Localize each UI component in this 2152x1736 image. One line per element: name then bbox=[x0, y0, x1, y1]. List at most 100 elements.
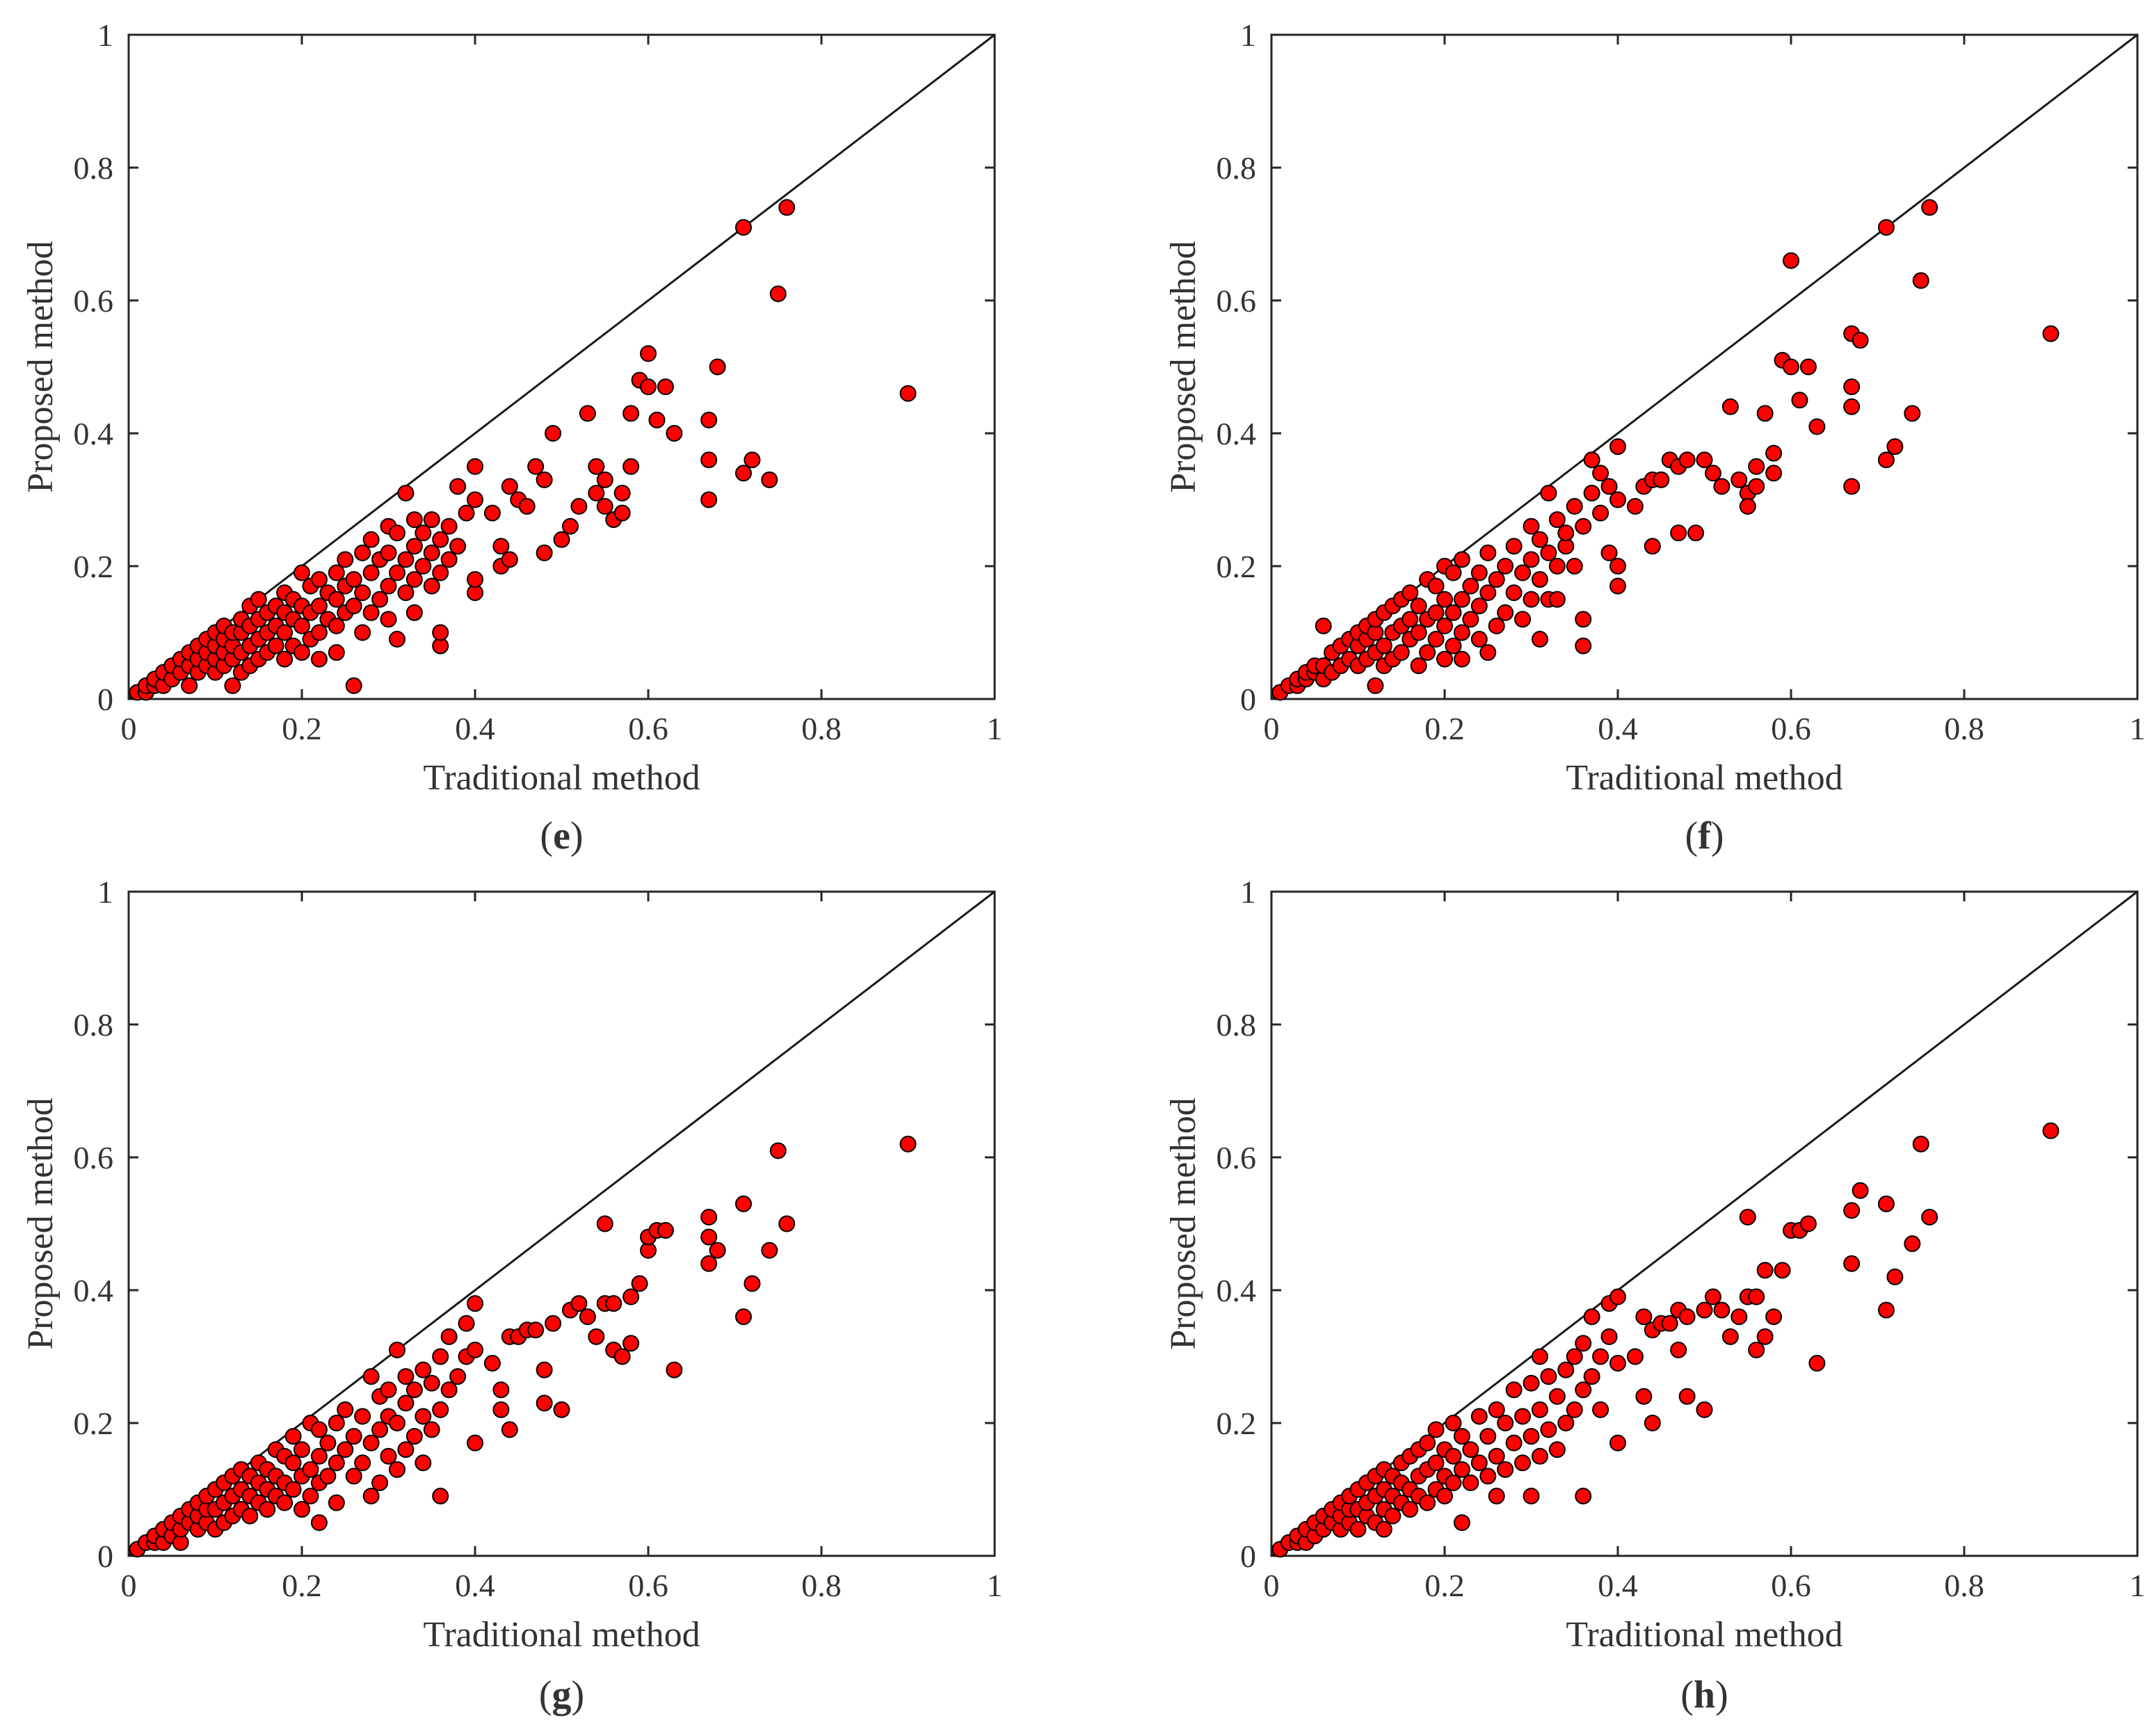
data-point bbox=[579, 1308, 596, 1326]
data-point bbox=[1877, 218, 1895, 236]
data-point bbox=[284, 1481, 302, 1498]
data-point bbox=[362, 564, 380, 581]
y-tick-label: 0.4 bbox=[74, 416, 114, 451]
data-point bbox=[1678, 1308, 1696, 1326]
data-point bbox=[1756, 1262, 1774, 1279]
data-point bbox=[1609, 1288, 1626, 1305]
y-axis-label: Proposed method bbox=[1164, 1098, 1203, 1350]
data-point bbox=[328, 1494, 345, 1511]
data-point bbox=[467, 1295, 483, 1312]
data-point bbox=[1410, 624, 1427, 641]
data-point bbox=[700, 1208, 718, 1225]
data-point bbox=[553, 1401, 570, 1418]
data-point bbox=[501, 478, 518, 495]
data-point bbox=[561, 517, 579, 535]
data-point bbox=[2042, 325, 2059, 342]
data-point bbox=[397, 1395, 415, 1412]
data-point bbox=[345, 597, 362, 615]
x-tick-label: 1 bbox=[2130, 711, 2146, 746]
data-point bbox=[596, 498, 613, 515]
data-point bbox=[310, 1421, 328, 1438]
data-point bbox=[1635, 1308, 1653, 1326]
data-point bbox=[1402, 1501, 1419, 1518]
data-point bbox=[553, 531, 570, 548]
data-point bbox=[596, 471, 613, 488]
data-point bbox=[380, 577, 397, 595]
data-point bbox=[250, 590, 267, 608]
x-tick-label: 0 bbox=[1264, 711, 1280, 746]
data-point bbox=[1470, 564, 1488, 581]
data-point bbox=[1531, 631, 1548, 648]
x-tick-label: 0.8 bbox=[801, 711, 842, 746]
data-point bbox=[1687, 524, 1705, 542]
data-point bbox=[337, 551, 354, 568]
data-point bbox=[1375, 1520, 1392, 1538]
data-point bbox=[1626, 498, 1644, 515]
data-point bbox=[1583, 1368, 1600, 1385]
data-point bbox=[588, 458, 605, 475]
data-point bbox=[1731, 471, 1748, 488]
data-point bbox=[1696, 451, 1713, 469]
data-point bbox=[1523, 517, 1540, 535]
data-point bbox=[1548, 558, 1566, 574]
data-point bbox=[458, 1315, 475, 1332]
data-point bbox=[310, 1447, 328, 1465]
data-point bbox=[1877, 451, 1895, 469]
data-point bbox=[1783, 358, 1799, 376]
data-point bbox=[319, 1434, 337, 1452]
data-point bbox=[432, 564, 449, 581]
data-point bbox=[1410, 657, 1427, 675]
data-point bbox=[405, 511, 423, 529]
data-point bbox=[1592, 1401, 1609, 1418]
y-tick-label: 1 bbox=[97, 17, 113, 53]
data-point bbox=[1427, 577, 1445, 595]
data-point bbox=[1523, 551, 1540, 568]
data-point bbox=[388, 631, 405, 648]
data-point bbox=[1497, 1415, 1514, 1431]
data-point bbox=[536, 1395, 553, 1412]
axes-box bbox=[127, 33, 996, 700]
x-tick-label: 1 bbox=[2130, 1568, 2146, 1603]
data-point bbox=[501, 551, 518, 568]
x-tick-label: 1 bbox=[987, 1568, 1003, 1603]
y-tick-label: 0.4 bbox=[1216, 416, 1257, 451]
data-point bbox=[310, 650, 328, 668]
data-point bbox=[483, 1355, 501, 1372]
data-point bbox=[362, 1368, 380, 1385]
reference-line bbox=[128, 33, 995, 700]
data-point bbox=[1514, 1408, 1532, 1425]
y-tick-label: 0 bbox=[1240, 1538, 1256, 1574]
x-tick-label: 0 bbox=[121, 1568, 137, 1603]
data-point bbox=[1453, 590, 1470, 608]
axes-box bbox=[127, 890, 996, 1557]
data-point bbox=[1713, 478, 1731, 495]
data-point bbox=[1349, 1520, 1367, 1538]
data-point bbox=[1886, 438, 1904, 456]
data-point bbox=[700, 451, 718, 469]
data-point bbox=[467, 491, 483, 508]
y-tick-label: 0.4 bbox=[74, 1273, 114, 1308]
data-point bbox=[1583, 1308, 1600, 1326]
data-point bbox=[294, 617, 310, 634]
data-point bbox=[432, 1488, 449, 1505]
data-point bbox=[536, 544, 553, 561]
data-point bbox=[1514, 611, 1532, 628]
data-point bbox=[1557, 1415, 1575, 1431]
data-point bbox=[1462, 1441, 1479, 1458]
data-point bbox=[1808, 1355, 1826, 1372]
data-point bbox=[1626, 1348, 1644, 1365]
data-point bbox=[328, 617, 345, 634]
data-point bbox=[440, 517, 458, 535]
data-point bbox=[1540, 1421, 1557, 1438]
data-point bbox=[588, 484, 605, 501]
data-point bbox=[579, 405, 596, 422]
data-point bbox=[415, 1408, 432, 1425]
data-point bbox=[1575, 517, 1592, 535]
data-point bbox=[1791, 392, 1808, 409]
data-point bbox=[1419, 644, 1436, 661]
data-point bbox=[666, 425, 683, 442]
data-point bbox=[1843, 1202, 1861, 1219]
x-tick-label: 0.2 bbox=[1424, 1568, 1465, 1603]
data-point bbox=[596, 1215, 613, 1232]
